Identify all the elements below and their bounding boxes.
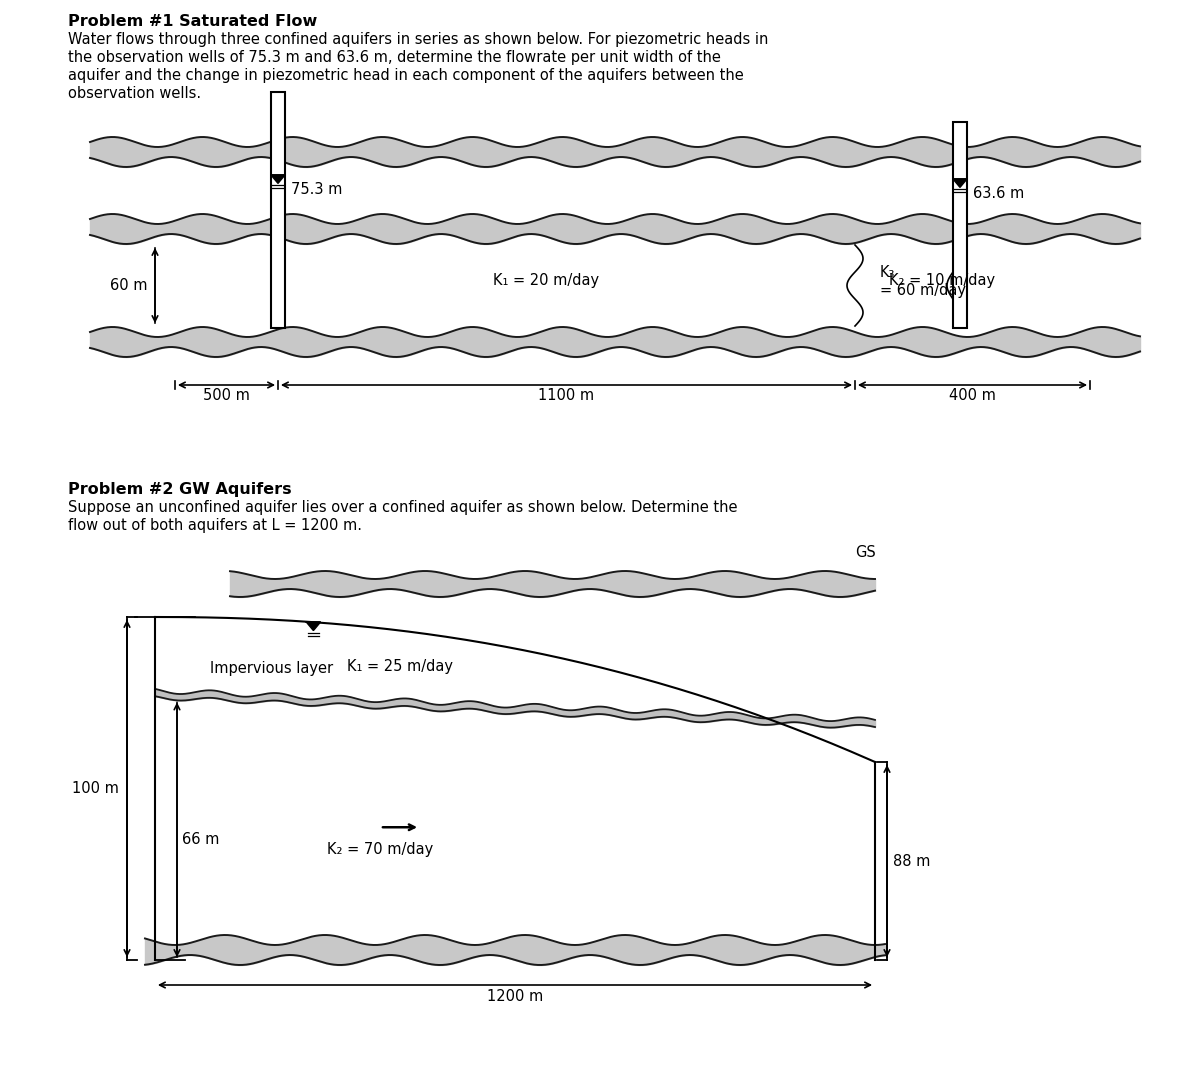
Text: 88 m: 88 m: [893, 853, 930, 868]
Text: K₁ = 25 m/day: K₁ = 25 m/day: [347, 659, 454, 674]
Text: 1100 m: 1100 m: [539, 388, 594, 403]
Text: flow out of both aquifers at L = 1200 m.: flow out of both aquifers at L = 1200 m.: [68, 518, 362, 533]
Text: K₁ = 20 m/day: K₁ = 20 m/day: [493, 273, 600, 288]
Text: Water flows through three confined aquifers in series as shown below. For piezom: Water flows through three confined aquif…: [68, 32, 768, 47]
Polygon shape: [306, 622, 320, 630]
Bar: [271, 92, 286, 328]
Polygon shape: [271, 175, 286, 183]
Text: Suppose an unconfined aquifer lies over a confined aquifer as shown below. Deter: Suppose an unconfined aquifer lies over …: [68, 500, 738, 515]
Text: K₂ = 10 m/day: K₂ = 10 m/day: [889, 273, 996, 288]
Text: Impervious layer: Impervious layer: [210, 661, 334, 676]
Text: 60 m: 60 m: [109, 278, 148, 293]
Text: 75.3 m: 75.3 m: [292, 182, 342, 197]
Text: GS: GS: [854, 545, 875, 560]
Text: aquifer and the change in piezometric head in each component of the aquifers bet: aquifer and the change in piezometric he…: [68, 68, 744, 83]
Text: = 60 m/day: = 60 m/day: [880, 283, 966, 298]
Text: 100 m: 100 m: [72, 781, 119, 796]
Text: 66 m: 66 m: [182, 832, 220, 847]
Text: Problem #1 Saturated Flow: Problem #1 Saturated Flow: [68, 14, 317, 29]
Bar: [953, 122, 967, 328]
Text: 400 m: 400 m: [949, 388, 996, 403]
Text: Problem #2 GW Aquifers: Problem #2 GW Aquifers: [68, 482, 292, 497]
Text: 1200 m: 1200 m: [487, 989, 544, 1004]
Polygon shape: [953, 179, 967, 188]
Text: 500 m: 500 m: [203, 388, 250, 403]
Text: 63.6 m: 63.6 m: [973, 187, 1025, 202]
Text: the observation wells of 75.3 m and 63.6 m, determine the flowrate per unit widt: the observation wells of 75.3 m and 63.6…: [68, 50, 721, 65]
Text: K₂ = 70 m/day: K₂ = 70 m/day: [326, 842, 433, 857]
Text: observation wells.: observation wells.: [68, 86, 202, 101]
Text: K₃: K₃: [880, 265, 895, 280]
